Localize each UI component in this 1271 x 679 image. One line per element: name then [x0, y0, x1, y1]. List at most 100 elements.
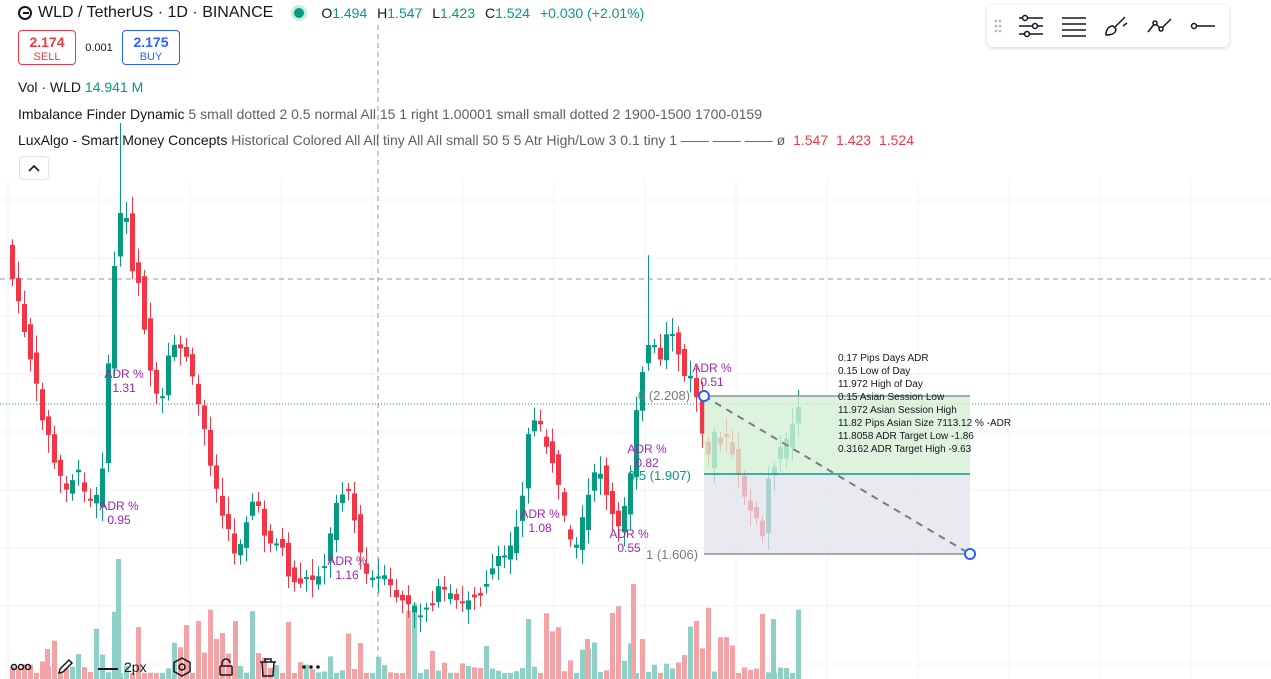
brush-button[interactable]: [1095, 5, 1138, 47]
volume-bar: [34, 672, 39, 679]
volume-bar: [616, 606, 621, 679]
drawing-bottom-toolbar: 2px: [0, 655, 340, 679]
candle-body: [298, 578, 303, 584]
candle-body: [346, 488, 351, 491]
candle-body: [262, 508, 267, 536]
candle-body: [232, 533, 237, 554]
volume-bar: [460, 663, 465, 679]
candle-body: [244, 522, 249, 548]
imbalance-legend[interactable]: Imbalance Finder Dynamic 5 small dotted …: [18, 106, 762, 122]
volume-bar: [490, 668, 495, 679]
volume-bar: [208, 609, 213, 679]
horizontal-ray-button[interactable]: [1181, 5, 1224, 47]
volume-bar: [70, 666, 75, 679]
candle-body: [454, 594, 459, 601]
collapse-legend-button[interactable]: [19, 156, 49, 180]
list-lines-button[interactable]: [1052, 5, 1095, 47]
volume-bar: [622, 660, 627, 679]
candle-body: [166, 355, 171, 396]
trash-icon[interactable]: [259, 657, 277, 677]
volume-bar: [22, 664, 27, 679]
volume-bar: [592, 642, 597, 679]
candle-body: [304, 577, 309, 580]
volume-bar: [112, 611, 117, 679]
volume-bar: [280, 672, 285, 679]
volume-bars: [10, 559, 801, 679]
settings-gear-icon[interactable]: [171, 656, 193, 678]
sell-price: 2.174: [29, 34, 65, 50]
trend-line-button[interactable]: [1138, 5, 1181, 47]
settings-lines-button[interactable]: [1009, 5, 1052, 47]
candle-body: [664, 334, 669, 361]
session-stat-line: 11.82 Pips Asian Size 7113.12 % -ADR: [838, 418, 1011, 429]
candle-body: [448, 593, 453, 600]
trend-line-icon: [1146, 18, 1172, 33]
candle-body: [220, 495, 225, 516]
high-value: 1.547: [387, 5, 423, 21]
line-width-button[interactable]: 2px: [98, 659, 147, 675]
volume-bar: [76, 654, 81, 679]
volume-bar: [238, 665, 243, 679]
drag-grip-icon[interactable]: [987, 18, 1009, 34]
buy-button[interactable]: 2.175 BUY: [122, 30, 180, 65]
open-label: O: [321, 5, 333, 21]
luxalgo-legend[interactable]: LuxAlgo - Smart Money Concepts Historica…: [18, 132, 914, 148]
change-value: +0.030 (+2.01%): [540, 5, 645, 21]
candle-body: [538, 420, 543, 425]
template-icon[interactable]: [10, 659, 32, 675]
volume-bar: [634, 672, 639, 679]
volume-bar: [718, 637, 723, 679]
candle-body: [520, 495, 525, 521]
candle-body: [310, 575, 315, 581]
session-stat-line: 0.17 Pips Days ADR: [838, 353, 929, 364]
line-width-label: 2px: [124, 659, 147, 675]
candle-body: [94, 494, 99, 504]
candle-body: [322, 566, 327, 569]
candle-body: [442, 586, 447, 590]
candle-body: [160, 396, 165, 399]
sell-button[interactable]: 2.174 SELL: [18, 30, 76, 65]
low-label: L: [432, 5, 440, 21]
settings-lines-icon: [1018, 14, 1043, 38]
chart-grid: [0, 25, 1271, 679]
candle-body: [544, 436, 549, 447]
volume-bar: [436, 670, 441, 679]
candle-body: [670, 333, 675, 336]
more-icon[interactable]: [301, 662, 321, 672]
candle-body: [700, 398, 705, 434]
candle-body: [202, 405, 207, 429]
candle-body: [130, 213, 135, 272]
volume-legend[interactable]: Vol · WLD 14.941 M: [18, 79, 143, 95]
volume-bar: [94, 628, 99, 679]
buy-label: BUY: [139, 51, 163, 63]
volume-bar: [682, 654, 687, 679]
worldcoin-logo-icon: [18, 6, 32, 20]
volume-bar: [640, 639, 645, 679]
volume-bar: [496, 670, 501, 679]
candle-body: [598, 473, 603, 479]
volume-bar: [628, 643, 633, 679]
volume-bar: [178, 647, 183, 679]
symbol-title[interactable]: WLD / TetherUS · 1D · BINANCE: [38, 4, 274, 21]
market-status-icon[interactable]: [291, 5, 308, 21]
candle-body: [370, 577, 375, 580]
lock-icon[interactable]: [217, 657, 235, 677]
volume-bar: [10, 666, 15, 679]
volume-bar: [466, 665, 471, 679]
candle-body: [178, 344, 183, 349]
volume-value: 14.941 M: [84, 79, 144, 95]
volume-bar: [598, 672, 603, 679]
pencil-icon[interactable]: [56, 658, 74, 676]
candle-body: [106, 363, 111, 464]
volume-bar: [778, 667, 783, 679]
volume-bar: [472, 667, 477, 679]
adr-label: ADR %: [627, 442, 667, 456]
open-value: 1.494: [332, 5, 368, 21]
candle-body: [562, 492, 567, 516]
adr-value: 0.55: [617, 541, 641, 555]
close-label: C: [484, 5, 496, 21]
volume-bar: [532, 666, 537, 679]
volume-bar: [646, 672, 651, 679]
candle-body: [214, 465, 219, 489]
